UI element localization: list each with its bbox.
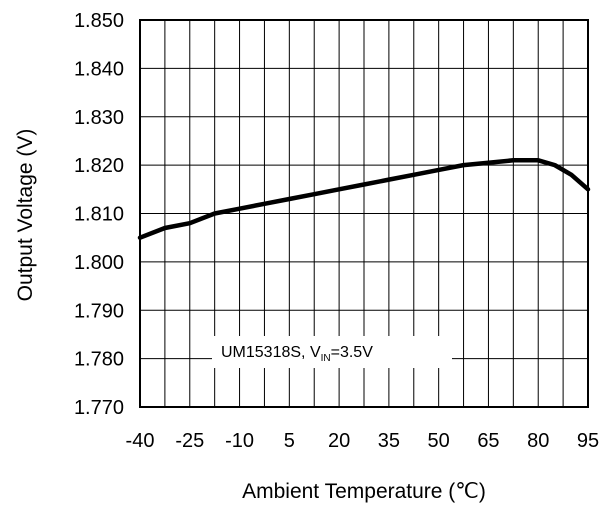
x-tick-label: -25 — [175, 430, 204, 452]
series-line — [137, 158, 591, 240]
annotation-tail: =3.5V — [331, 344, 374, 361]
y-axis-label: Output Voltage (V) — [14, 129, 37, 302]
x-tick-label: -40 — [126, 430, 155, 452]
y-tick-label: 1.820 — [74, 155, 124, 177]
y-tick-labels: 1.850 1.840 1.830 1.820 1.810 1.800 1.790 1.780… — [74, 10, 124, 419]
annotation: UM15318S, VIN=3.5V — [212, 336, 452, 368]
y-tick-label: 1.850 — [74, 10, 124, 32]
y-tick-label: 1.830 — [74, 107, 124, 129]
x-tick-label: 95 — [577, 430, 599, 452]
annotation-main: UM15318S, V — [221, 344, 321, 361]
x-tick-label: 65 — [477, 430, 499, 452]
y-tick-label: 1.840 — [74, 58, 124, 80]
x-tick-label: 20 — [328, 430, 350, 452]
x-tick-label: 5 — [284, 430, 295, 452]
y-tick-label: 1.810 — [74, 204, 124, 226]
plot-frame — [139, 19, 589, 408]
series-layer — [137, 158, 591, 240]
annotation-box — [212, 336, 452, 368]
y-tick-label: 1.790 — [74, 300, 124, 322]
x-tick-labels: -40 -25 -10 5 20 35 50 65 80 95 — [126, 430, 600, 452]
annotation-subscript: IN — [321, 353, 331, 364]
x-axis-label: Ambient Temperature (℃) — [242, 480, 486, 503]
annotation-text: UM15318S, VIN=3.5V — [221, 344, 373, 364]
y-tick-label: 1.780 — [74, 349, 124, 371]
x-tick-label: -10 — [225, 430, 254, 452]
x-tick-label: 35 — [378, 430, 400, 452]
y-tick-label: 1.770 — [74, 397, 124, 419]
x-tick-label: 80 — [527, 430, 549, 452]
x-tick-label: 50 — [428, 430, 450, 452]
y-tick-label: 1.800 — [74, 252, 124, 274]
